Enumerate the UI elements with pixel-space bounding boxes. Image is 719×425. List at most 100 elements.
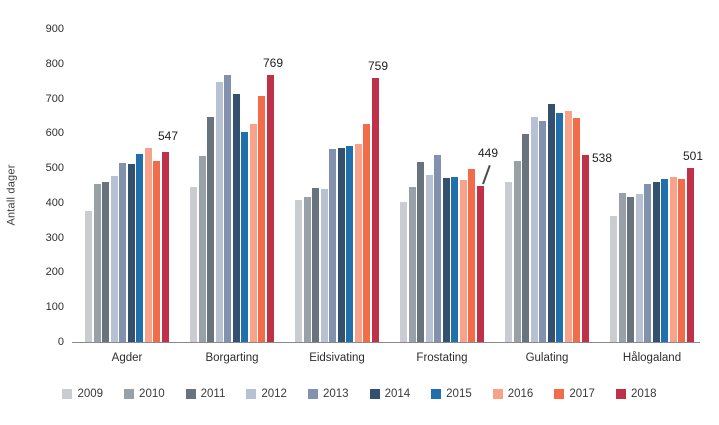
legend-item-2017: 2017 (554, 388, 595, 400)
bar-2011-h-logaland (627, 196, 634, 342)
x-category-label-h-logaland: Hålogaland (622, 352, 682, 364)
y-tick-label-700: 700 (45, 92, 64, 105)
legend-item-2018: 2018 (615, 388, 657, 400)
y-tick-label-300: 300 (45, 231, 64, 244)
bar-2015-borgarting (241, 131, 248, 342)
legend-item-2013: 2013 (307, 388, 349, 400)
bar-2016-frostating (459, 180, 467, 342)
bar-2013-frostating (434, 155, 441, 342)
y-tick-label-900: 900 (45, 23, 64, 35)
bar-2010-eidsivating (303, 196, 311, 342)
bar-2017-h-logaland (678, 178, 685, 342)
data-label-gulating: 538 (592, 150, 613, 165)
bar-2012-borgarting (215, 81, 223, 342)
legend-swatch-icon (185, 389, 196, 399)
bar-2009-eidsivating (295, 200, 302, 342)
y-axis-title-text: Antall dager (6, 164, 19, 226)
bar-2012-agder (110, 175, 118, 342)
legend-item-2009: 2009 (62, 388, 103, 400)
bar-2009-h-logaland (610, 216, 617, 342)
bar-2015-eidsivating (346, 145, 353, 342)
legend-label: 2018 (630, 388, 657, 400)
bar-2015-gulating (556, 113, 563, 342)
bar-2014-gulating (547, 103, 555, 342)
legend-label: 2014 (384, 388, 411, 400)
legend-item-2016: 2016 (492, 388, 533, 400)
x-category-label-eidsivating: Eidsivating (309, 352, 365, 364)
bar-2016-borgarting (249, 124, 257, 342)
bar-group-frostating: 449 (400, 29, 498, 342)
data-label-h-logaland: 501 (682, 148, 703, 163)
bar-group-agder: 547 (85, 29, 178, 342)
legend-label: 2012 (261, 388, 287, 400)
bar-2009-frostating (400, 201, 407, 342)
bar-2009-agder (85, 210, 92, 342)
x-axis-line (72, 342, 700, 343)
bar-2016-gulating (564, 111, 572, 342)
data-label-borgarting: 769 (262, 55, 283, 70)
bar-2012-h-logaland (635, 193, 643, 342)
bar-2011-eidsivating (312, 187, 319, 342)
legend-item-2011: 2011 (185, 388, 226, 400)
bar-2014-h-logaland (652, 181, 660, 342)
bar-group-gulating: 538 (505, 29, 612, 342)
legend-swatch-icon (246, 389, 257, 399)
legend-item-2014: 2014 (369, 388, 411, 400)
bar-2010-h-logaland (618, 192, 626, 342)
bar-2015-h-logaland (661, 178, 668, 342)
legend-swatch-icon (124, 389, 135, 399)
legend-item-2015: 2015 (431, 388, 472, 400)
legend-label: 2013 (322, 388, 349, 400)
legend-swatch-icon (307, 389, 318, 399)
x-category-label-borgarting: Borgarting (205, 352, 259, 364)
bar-2015-frostating (451, 177, 458, 342)
legend-swatch-icon (431, 389, 442, 399)
y-axis-title: Antall dager (4, 110, 20, 280)
bar-2017-eidsivating (363, 123, 370, 342)
bar-2017-borgarting (258, 96, 265, 342)
bar-2011-agder (102, 182, 109, 342)
y-tick-label-600: 600 (45, 127, 64, 140)
legend-label: 2011 (200, 388, 226, 400)
plot-area: 547 769 759 449 538 501 (80, 29, 703, 342)
bar-2014-borgarting (232, 94, 240, 342)
bar-2017-gulating (573, 118, 580, 342)
bar-2013-agder (119, 162, 126, 342)
bar-group-borgarting: 769 (190, 29, 283, 342)
bar-2013-h-logaland (644, 183, 651, 342)
legend-item-2012: 2012 (246, 388, 287, 400)
bar-group-eidsivating: 759 (295, 29, 388, 342)
y-tick-label-100: 100 (45, 301, 64, 314)
x-category-label-gulating: Gulating (525, 352, 569, 364)
y-axis-tick-labels: 900 800 700 600 500 400 300 200 100 0 (28, 0, 64, 360)
y-tick-label-500: 500 (45, 162, 64, 175)
data-label-frostating: 449 (477, 145, 498, 160)
y-tick-label-400: 400 (45, 196, 64, 209)
legend-swatch-icon (615, 389, 626, 399)
y-tick-label-800: 800 (45, 57, 64, 70)
data-label-agder: 547 (157, 128, 178, 143)
bar-2010-gulating (513, 161, 521, 342)
bar-2013-gulating (539, 121, 546, 342)
legend-swatch-icon (554, 389, 565, 399)
bar-2018-h-logaland (686, 167, 694, 342)
data-label-leader-line (481, 164, 490, 185)
bar-2018-borgarting (266, 74, 274, 342)
legend-swatch-icon (62, 389, 73, 399)
bar-2011-frostating (417, 161, 424, 342)
bar-2018-eidsivating (371, 78, 379, 342)
x-axis-category-labels: Agder Borgarting Eidsivating Frostating Gula… (0, 352, 719, 368)
bar-2014-agder (127, 163, 135, 342)
legend-label: 2015 (446, 388, 472, 400)
bar-2017-frostating (468, 169, 475, 342)
bar-2013-borgarting (224, 74, 231, 342)
bar-2014-frostating (442, 177, 450, 342)
legend-swatch-icon (369, 389, 380, 399)
bar-group-h-logaland: 501 (610, 29, 703, 342)
x-category-label-frostating: Frostating (416, 352, 468, 364)
bar-2016-agder (144, 147, 152, 342)
bar-2016-eidsivating (354, 143, 362, 342)
legend-item-2010: 2010 (124, 388, 165, 400)
bar-2018-frostating (476, 185, 484, 342)
